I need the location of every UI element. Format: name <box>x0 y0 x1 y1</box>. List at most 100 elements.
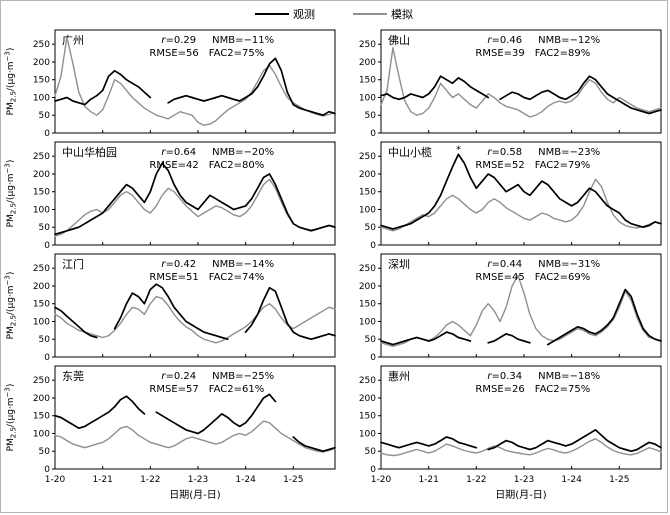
y-tick-label: 100 <box>33 205 50 215</box>
plot-frame <box>380 365 662 470</box>
y-tick-label: 100 <box>359 205 376 215</box>
y-tick-label: 100 <box>359 317 376 327</box>
panel-huizhou: 0 50 100 150 200 250 1-20 1-21 1-22 1-23 1-24 1-25 日… <box>359 365 662 501</box>
sim-line <box>380 438 662 457</box>
plot-frame <box>380 29 662 134</box>
stats-line2: RMSE=52 FAC2=79% <box>475 160 590 171</box>
city-label: 惠州 <box>388 369 410 383</box>
x-tick-label: 1-21 <box>92 475 112 485</box>
panel-dongguan: 0 50 100 150 200 250 1-20 1-21 1-22 1-23 1-24 1-25 日… <box>4 365 336 501</box>
y-tick-label: 150 <box>33 188 50 198</box>
stats-line2: RMSE=42 FAC2=80% <box>149 160 264 171</box>
x-axis-title: 日期(月-日) <box>169 489 221 501</box>
y-axis-title: PM2.5/(μg·m−3) <box>4 160 18 228</box>
panel-jiangmen: 0 50 100 150 200 250 PM2.5/(μg·m−3) 江门 r=0.42 NMB… <box>4 253 336 361</box>
stats-line1: r=0.24 NMB=−25% <box>161 371 274 382</box>
y-tick-label: 100 <box>359 93 376 103</box>
obs-line <box>54 393 336 453</box>
y-tick-label: 150 <box>33 412 50 422</box>
y-tick-label: 150 <box>359 412 376 422</box>
panel-zhongshan-xiaolan: 0 50 100 150 200 250 * 中山小榄 r=0.58 NMB=−23% RMSE=5… <box>359 141 662 249</box>
y-axis-title: PM2.5/(μg·m−3) <box>4 384 18 452</box>
sim-line <box>54 36 336 126</box>
y-tick-label: 150 <box>359 76 376 86</box>
stats-line1: r=0.58 NMB=−23% <box>487 147 600 158</box>
stats-line2: RMSE=57 FAC2=61% <box>149 384 264 395</box>
sim-line <box>380 178 662 232</box>
obs-line <box>54 283 336 341</box>
plot-frame <box>54 253 336 358</box>
x-tick-label: 1-22 <box>466 475 486 485</box>
sim-line <box>54 420 336 453</box>
y-tick-label: 250 <box>359 40 376 50</box>
y-tick-label: 250 <box>33 152 50 162</box>
y-tick-label: 50 <box>39 335 51 345</box>
y-tick-label: 0 <box>370 129 376 137</box>
x-tick-label: 1-24 <box>235 475 256 485</box>
stats-line1: r=0.64 NMB=−20% <box>161 147 274 158</box>
y-tick-label: 100 <box>33 429 50 439</box>
y-axis-title: PM2.5/(μg·m−3) <box>4 272 18 340</box>
city-label: 东莞 <box>62 370 84 383</box>
y-tick-label: 200 <box>359 170 376 180</box>
y-tick-label: 250 <box>359 376 376 386</box>
obs-line <box>380 429 662 453</box>
y-tick-label: 0 <box>44 353 50 361</box>
y-tick-label: 0 <box>44 129 50 137</box>
panel-grid: 0 50 100 150 200 250 PM2.5/(μg·m−3) 广州 r=0.29 NMB… <box>1 25 667 503</box>
panel-foshan: 0 50 100 150 200 250 佛山 r=0.46 NMB=−12% RMSE=39 FA… <box>359 29 662 137</box>
obs-line-swatch <box>255 13 289 15</box>
y-tick-label: 50 <box>39 223 51 233</box>
stats-line1: r=0.44 NMB=−31% <box>487 259 600 270</box>
y-tick-label: 200 <box>33 170 50 180</box>
y-tick-label: 100 <box>33 93 50 103</box>
obs-line <box>380 75 662 115</box>
y-tick-label: 50 <box>365 111 377 121</box>
x-tick-label: 1-23 <box>188 475 208 485</box>
sim-line <box>380 47 662 118</box>
x-tick-label: 1-21 <box>418 475 438 485</box>
y-tick-label: 250 <box>33 264 50 274</box>
city-label: 深圳 <box>388 258 410 271</box>
y-tick-label: 50 <box>365 335 377 345</box>
y-tick-label: 0 <box>44 465 50 475</box>
obs-line <box>380 153 662 230</box>
y-tick-label: 200 <box>33 58 50 68</box>
y-tick-label: 150 <box>359 300 376 310</box>
city-label: 佛山 <box>388 34 410 47</box>
panel-zhongshan-huabaiyuan: 0 50 100 150 200 250 PM2.5/(μg·m−3) 中山华柏园 r=0.64… <box>4 141 336 249</box>
y-tick-label: 200 <box>359 282 376 292</box>
stats-line2: RMSE=26 FAC2=75% <box>475 384 590 395</box>
plot-frame <box>54 29 336 134</box>
y-tick-label: 50 <box>365 223 377 233</box>
sim-line-swatch <box>353 13 387 15</box>
x-tick-label: 1-25 <box>283 475 303 485</box>
y-tick-label: 50 <box>39 111 51 121</box>
sim-line <box>380 274 662 347</box>
y-tick-label: 50 <box>365 447 377 457</box>
y-tick-label: 150 <box>33 300 50 310</box>
y-tick-label: 200 <box>359 58 376 68</box>
y-axis-title: PM2.5/(μg·m−3) <box>4 48 18 116</box>
y-tick-label: 100 <box>359 429 376 439</box>
x-axis-title: 日期(月-日) <box>495 489 547 501</box>
legend-obs-entry: 观测 <box>255 6 315 22</box>
stats-line1: r=0.42 NMB=−14% <box>161 259 274 270</box>
y-tick-label: 200 <box>33 394 50 404</box>
stats-line1: r=0.46 NMB=−12% <box>487 35 600 46</box>
y-tick-label: 250 <box>359 264 376 274</box>
legend: 观测 模拟 <box>1 1 667 25</box>
plot-frame <box>380 141 662 246</box>
plot-frame <box>54 141 336 246</box>
city-label: 中山华柏园 <box>62 145 117 159</box>
legend-sim-label: 模拟 <box>391 8 413 21</box>
x-tick-label: 1-23 <box>514 475 534 485</box>
stats-line2: RMSE=39 FAC2=89% <box>475 48 590 59</box>
legend-sim-entry: 模拟 <box>353 6 413 22</box>
y-tick-label: 200 <box>33 282 50 292</box>
city-label: 江门 <box>62 257 84 271</box>
obs-line <box>54 162 336 236</box>
panel-guangzhou: 0 50 100 150 200 250 PM2.5/(μg·m−3) 广州 r=0.29 NMB… <box>4 29 336 137</box>
y-tick-label: 100 <box>33 317 50 327</box>
